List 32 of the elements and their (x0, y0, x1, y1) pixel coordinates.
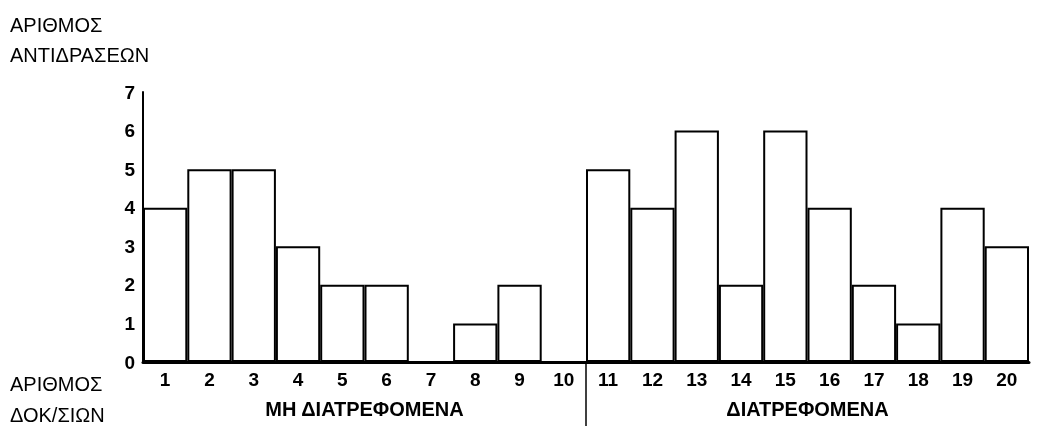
y-tick-label: 3 (124, 235, 135, 257)
x-tick-label: 17 (863, 369, 885, 390)
x-tick-label: 3 (248, 369, 260, 390)
x-tick-label: 15 (774, 369, 797, 390)
y-tick-label: 1 (124, 312, 136, 334)
x-tick-label: 8 (469, 369, 481, 390)
x-tick-label: 7 (425, 369, 437, 390)
x-tick-label: 19 (951, 369, 974, 390)
x-axis-title: ΑΡΙΘΜΟΣ ΔΟΚ/ΣΙΩΝ (10, 372, 105, 426)
y-tick-label: 0 (124, 351, 135, 373)
x-tick-label: 18 (907, 369, 929, 390)
x-tick-label: 5 (337, 369, 349, 390)
x-tick-label: 2 (204, 369, 215, 390)
x-tick-label: 13 (686, 369, 708, 390)
x-tick-label: 10 (553, 369, 575, 390)
y-axis-title: ΑΡΙΘΜΟΣ ΑΝΤΙΔΡΑΣΕΩΝ (10, 14, 150, 66)
y-tick-label: 2 (124, 274, 135, 296)
x-tick-label: 6 (381, 369, 392, 390)
text: ΜΗ ΔΙΑΤΡΕΦΟΜΕΝΑ (265, 398, 464, 420)
x-tick-label: 4 (292, 369, 304, 390)
text: ΔΙΑΤΡΕΦΟΜΕΝΑ (726, 398, 889, 420)
x-tick-label: 16 (819, 369, 841, 390)
y-tick-label: 5 (124, 158, 136, 180)
x-tick-label: 14 (730, 369, 753, 390)
y-tick-label: 4 (124, 197, 136, 219)
x-tick-label: 11 (598, 369, 619, 390)
x-tick-label: 1 (159, 369, 171, 390)
x-tick-label: 12 (641, 369, 664, 390)
x-tick-label: 20 (996, 369, 1018, 390)
y-tick-label: 6 (124, 120, 135, 142)
x-tick-label: 9 (514, 369, 525, 390)
y-tick-label: 7 (124, 81, 135, 103)
